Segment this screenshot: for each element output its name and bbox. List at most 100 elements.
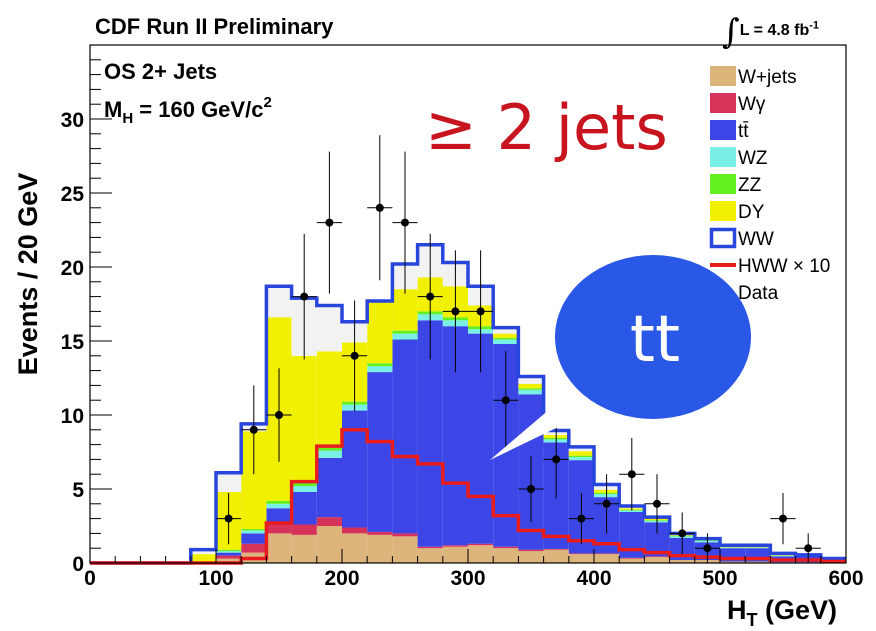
signal-line xyxy=(90,428,846,565)
mass-subscript: H xyxy=(122,110,133,127)
x-tick-label: 300 xyxy=(450,567,485,590)
y-tick-label: 30 xyxy=(61,109,84,132)
data-point xyxy=(770,492,796,545)
bar-wz-26 xyxy=(745,547,771,549)
bar-w-jets-22 xyxy=(644,557,670,563)
y-tick-label: 5 xyxy=(72,479,84,502)
bar-zz-6 xyxy=(241,528,267,531)
bar-zz-17 xyxy=(518,388,544,390)
data-point xyxy=(543,420,569,499)
data-point-marker xyxy=(401,218,409,227)
bar-w-16 xyxy=(493,546,519,549)
bar-w-jets-8 xyxy=(291,534,317,563)
data-point-marker xyxy=(501,396,510,405)
x-tick-label: 600 xyxy=(828,567,863,590)
bar-zz-7 xyxy=(266,500,292,504)
bar-w-13 xyxy=(417,546,443,549)
legend-item: tt̄ xyxy=(710,120,749,142)
data-point-marker xyxy=(804,544,813,553)
legend-swatch xyxy=(710,201,736,221)
bar-ww-4 xyxy=(190,549,216,555)
legend-label: WZ xyxy=(738,148,768,169)
data-point xyxy=(694,533,720,563)
bar-w-jets-13 xyxy=(417,548,443,563)
bar-tt-6 xyxy=(241,533,267,544)
axes: 0 100 200 300 400 500 600 0 5 10 15 20 25 30 xyxy=(61,59,864,590)
legend: W+jets Wγ tt̄ WZ ZZ DY WW HWW × 10 Data xyxy=(709,66,830,304)
data-point-marker xyxy=(249,425,258,434)
bar-w-22 xyxy=(644,556,670,558)
bar-w-jets-12 xyxy=(392,536,418,563)
bar-w-12 xyxy=(392,533,418,537)
legend-item: WW xyxy=(709,227,774,250)
legend-item: DY xyxy=(710,201,765,223)
legend-swatch xyxy=(710,147,736,167)
bar-wz-17 xyxy=(518,389,544,395)
legend-label: ZZ xyxy=(738,175,762,196)
bar-tt-11 xyxy=(367,372,393,532)
speech-bubble-label: tt xyxy=(630,303,680,377)
bar-wz-21 xyxy=(619,510,645,512)
data-point-marker xyxy=(224,514,233,523)
data-points-layer xyxy=(216,135,821,563)
bar-ww-7 xyxy=(266,286,292,318)
bar-zz-19 xyxy=(568,455,594,458)
data-point-marker xyxy=(300,292,309,301)
experiment-title: CDF Run II Preliminary xyxy=(95,14,334,39)
bar-dy-26 xyxy=(745,546,771,548)
bar-dy-25 xyxy=(720,546,746,548)
legend-label: Wγ xyxy=(738,94,766,115)
data-point-marker xyxy=(653,499,661,508)
mass-symbol: M xyxy=(104,97,122,122)
data-point xyxy=(568,492,594,545)
mass-value: = 160 GeV/c xyxy=(133,97,263,122)
data-point xyxy=(493,351,519,450)
data-point xyxy=(342,300,368,412)
bar-w-17 xyxy=(518,549,544,552)
bar-w-jets-21 xyxy=(619,558,645,563)
legend-label: Data xyxy=(738,283,779,304)
data-point-marker xyxy=(577,514,586,523)
bar-w-jets-15 xyxy=(468,545,494,563)
legend-item: W+jets xyxy=(710,66,797,88)
legend-label: tt̄ xyxy=(738,121,749,142)
bar-ww-9 xyxy=(316,305,342,352)
bar-zz-5 xyxy=(216,549,242,552)
bar-zz-16 xyxy=(493,338,519,340)
data-point xyxy=(644,474,670,534)
bar-wz-5 xyxy=(216,551,242,553)
jets-annotation: ≥ 2 jets xyxy=(425,91,668,164)
bar-w-15 xyxy=(468,543,494,546)
x-axis-symbol: H xyxy=(727,595,747,625)
legend-label: DY xyxy=(738,202,765,223)
data-point-marker xyxy=(375,203,384,212)
data-point xyxy=(468,250,494,373)
data-point-marker xyxy=(476,307,485,316)
bar-w-9 xyxy=(316,517,342,526)
data-point xyxy=(518,455,544,523)
bar-w-10 xyxy=(342,527,368,534)
bar-ww-17 xyxy=(518,376,544,384)
bar-wz-19 xyxy=(568,457,594,461)
bar-w-7 xyxy=(266,521,292,534)
bar-dy-9 xyxy=(316,351,342,448)
speech-bubble xyxy=(555,255,751,419)
legend-swatch xyxy=(710,120,736,140)
bar-wz-27 xyxy=(770,555,796,557)
bar-w-jets-23 xyxy=(669,560,695,563)
bar-tt-8 xyxy=(291,491,317,525)
y-tick-label: 20 xyxy=(61,257,84,280)
bar-zz-11 xyxy=(367,363,393,367)
bar-w-jets-10 xyxy=(342,533,368,563)
bar-w-jets-9 xyxy=(316,526,342,563)
data-point-marker xyxy=(275,411,283,419)
data-point xyxy=(442,250,468,373)
bar-dy-27 xyxy=(770,554,796,556)
bar-w-18 xyxy=(543,548,569,550)
legend-item: ZZ xyxy=(710,174,762,196)
x-tick-label: 100 xyxy=(198,567,233,590)
bar-w-jets-11 xyxy=(367,534,393,563)
data-point-marker xyxy=(325,218,334,227)
data-point-marker xyxy=(779,514,787,523)
legend-swatch xyxy=(710,93,736,113)
